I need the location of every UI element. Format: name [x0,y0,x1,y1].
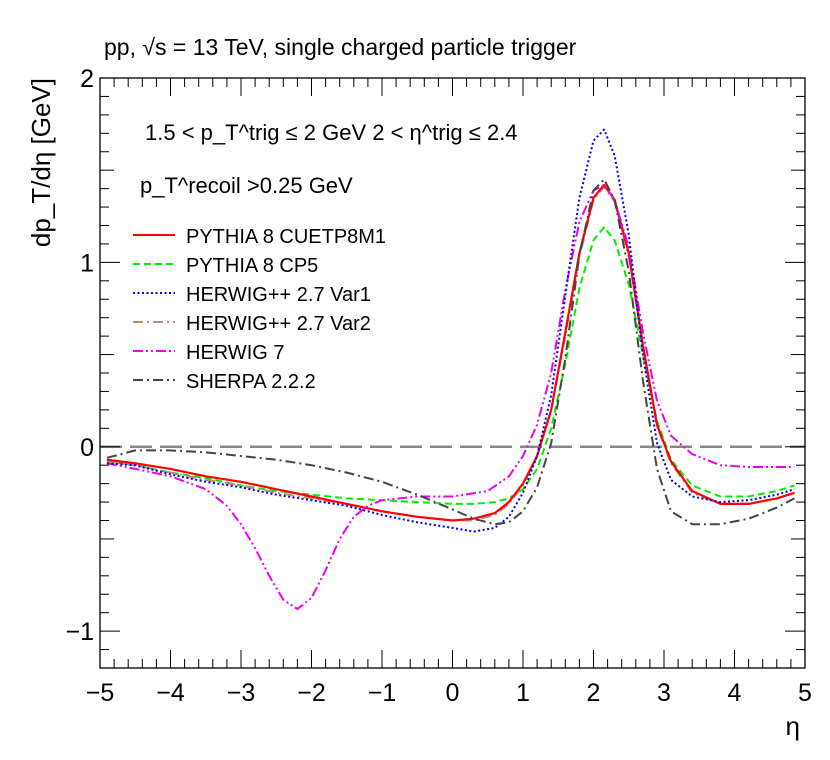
y-tick-label: 2 [80,65,94,93]
series-line-1 [106,226,795,505]
legend-label: HERWIG 7 [186,342,285,364]
x-axis-label: η [786,711,800,741]
legend-label: PYTHIA 8 CP5 [186,255,318,277]
x-tick-label: 3 [657,679,671,707]
recoil-cut-annotation: p_T^recoil >0.25 GeV [140,173,353,198]
x-tick-label: 0 [446,679,460,707]
y-axis-label: dp_T/dη [GeV] [26,78,56,247]
x-tick-label: −1 [368,679,397,707]
x-tick-label: −3 [227,679,256,707]
series-line-0 [106,183,795,522]
series-line-2 [106,128,795,533]
x-tick-label: 4 [728,679,742,707]
x-tick-label: −4 [156,679,185,707]
legend-label: SHERPA 2.2.2 [186,371,316,393]
legend-label: PYTHIA 8 CUETP8M1 [186,226,386,248]
series-line-4 [106,183,795,610]
y-tick-label: −1 [65,618,94,646]
y-tick-label: 1 [80,249,94,277]
x-tick-label: 2 [587,679,601,707]
legend: PYTHIA 8 CUETP8M1 PYTHIA 8 CP5 HERWIG++ 2.… [133,226,386,393]
legend-label: HERWIG++ 2.7 Var2 [186,313,371,335]
x-tick-label: −5 [86,679,115,707]
x-tick-label: −2 [297,679,326,707]
x-tick-label: 5 [798,679,812,707]
y-tick-label: 0 [80,434,94,462]
chart-title: pp, √s = 13 TeV, single charged particle… [104,34,577,60]
legend-label: HERWIG++ 2.7 Var1 [186,284,371,306]
series-group [106,128,795,610]
trigger-cut-annotation: 1.5 < p_T^trig ≤ 2 GeV 2 < η^trig ≤ 2.4 [145,120,518,145]
x-tick-label: 1 [516,679,530,707]
axes-group: −5 −4 −3 −2 −1 0 1 2 3 4 5 −1 0 1 2 [65,65,811,707]
